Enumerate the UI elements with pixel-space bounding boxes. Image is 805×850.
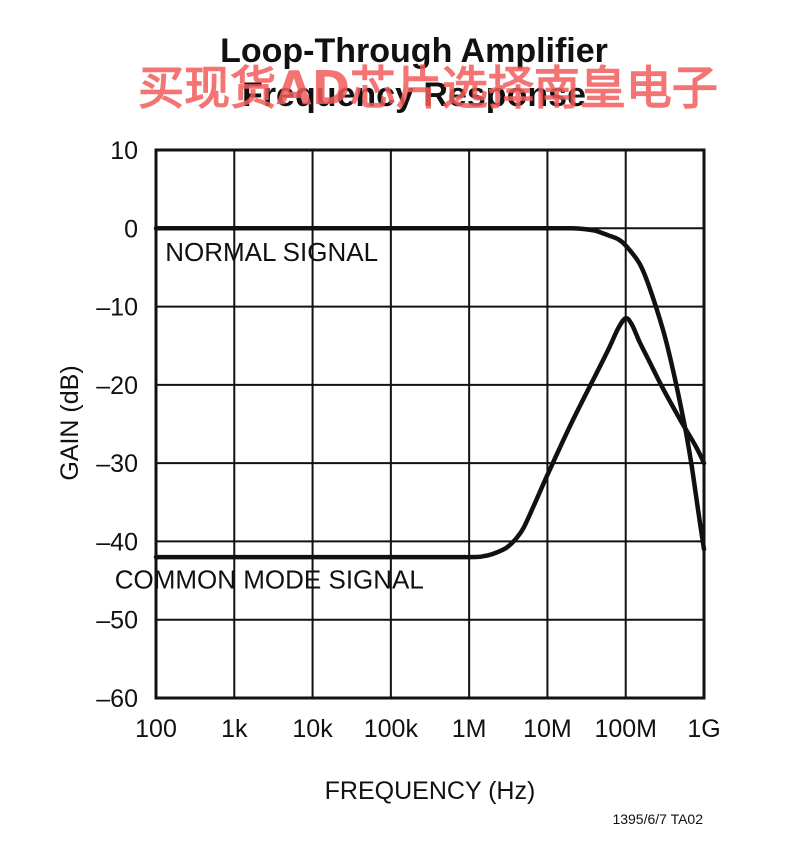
y-tick-label: 0 [124, 215, 138, 243]
x-tick-label: 1k [221, 715, 248, 743]
normal-signal-line [153, 226, 707, 552]
annotations: NORMAL SIGNAL COMMON MODE SIGNAL [115, 237, 424, 594]
y-tick-label: –50 [96, 607, 138, 635]
x-axis-label: FREQUENCY (Hz) [325, 777, 536, 805]
grid [154, 148, 706, 700]
chart-subtitle: Frequency Response [242, 76, 586, 114]
y-tick-label: –30 [96, 450, 138, 478]
y-axis-label: GAIN (dB) [56, 365, 84, 480]
common-mode-signal-label: COMMON MODE SIGNAL [115, 564, 424, 594]
plot-frame [154, 148, 706, 700]
x-tick-label: 100 [135, 715, 177, 743]
y-tick-label: –60 [96, 685, 138, 713]
y-tick-label: 10 [110, 137, 138, 165]
x-tick-label: 100M [594, 715, 657, 743]
x-tick-label: 100k [364, 715, 419, 743]
normal-signal-label: NORMAL SIGNAL [165, 237, 378, 267]
common-mode-signal-line [153, 315, 707, 560]
y-tick-label: –10 [96, 294, 138, 322]
x-tick-label: 10k [292, 715, 333, 743]
watermark-text: 买现货AD芯片选择南皇电子 [138, 61, 718, 115]
series-lines [153, 226, 707, 560]
x-tick-label: 1G [687, 715, 720, 743]
x-tick-label: 1M [452, 715, 487, 743]
figure-id: 1395/6/7 TA02 [612, 811, 703, 827]
y-tick-label: –40 [96, 528, 138, 556]
y-tick-label: –20 [96, 372, 138, 400]
x-tick-label: 10M [523, 715, 572, 743]
tick-labels: 100 1k 10k 100k 1M 10M 100M 1G100–10–20–30–40–5… [96, 137, 720, 743]
chart-title: Loop-Through Amplifier [220, 32, 608, 70]
